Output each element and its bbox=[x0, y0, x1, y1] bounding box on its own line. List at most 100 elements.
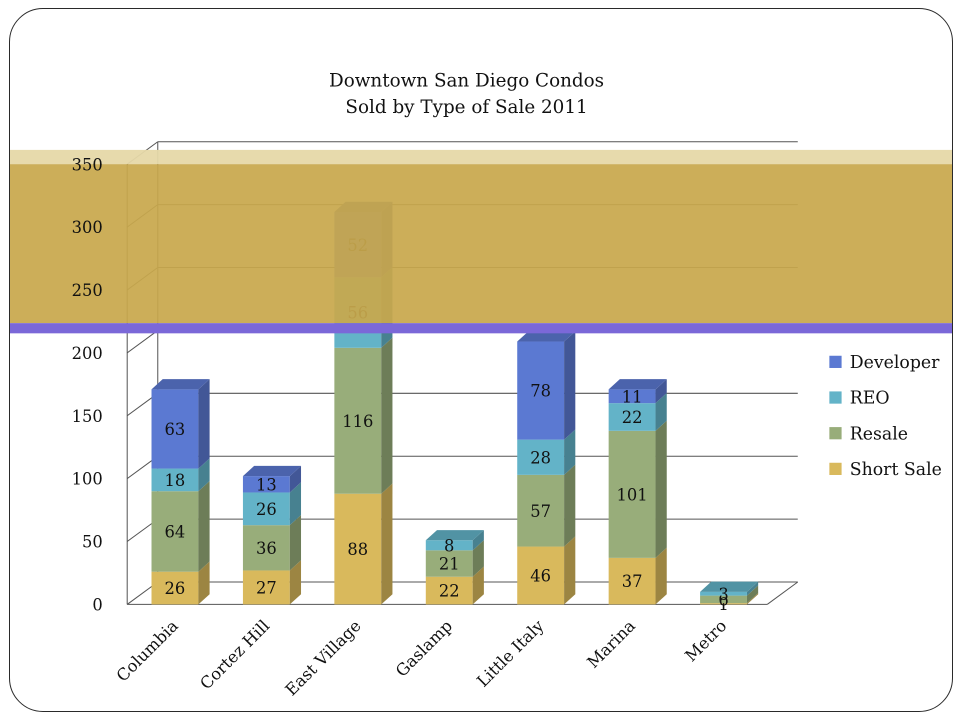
bar-3-series-1-front bbox=[425, 550, 473, 577]
bar-4-series-2-side bbox=[564, 429, 576, 475]
bar-1-series-0-front bbox=[242, 570, 290, 605]
bar-3-series-0-front bbox=[425, 576, 473, 605]
y-tick-label-1: 50 bbox=[82, 533, 103, 552]
legend-swatch-3 bbox=[829, 462, 842, 475]
data-label-4-0: 46 bbox=[530, 567, 551, 586]
bar-0-series-2-side bbox=[198, 458, 210, 492]
y-tick-label-2: 100 bbox=[72, 470, 103, 489]
x-tick-label-3: Gaslamp bbox=[392, 616, 456, 680]
bar-5-series-3-front bbox=[608, 389, 656, 404]
gridline-side-4 bbox=[126, 330, 159, 354]
bar-6-series-2-side bbox=[746, 581, 759, 596]
bar-2-series-0-front bbox=[334, 493, 382, 605]
legend-swatch-1 bbox=[829, 391, 842, 404]
data-label-1-3: 13 bbox=[256, 475, 277, 494]
bar-1-series-0-side bbox=[289, 560, 302, 605]
data-label-3-2: 8 bbox=[444, 536, 454, 555]
bar-0-series-1-front bbox=[151, 491, 199, 572]
bar-1-series-2-front bbox=[242, 492, 290, 526]
legend-swatch-0 bbox=[829, 355, 842, 368]
bar-0-series-0-side bbox=[198, 561, 210, 605]
bar-2-series-0-side bbox=[381, 483, 393, 605]
data-label-2-0: 88 bbox=[347, 540, 368, 559]
bar-5-series-0-front bbox=[608, 557, 656, 605]
legend-label-3: Short Sale bbox=[850, 460, 942, 480]
data-label-6-0: 1 bbox=[718, 595, 728, 614]
y-tick-label-overlay-6: 300 bbox=[72, 218, 103, 237]
y-tick-label-overlay-5: 250 bbox=[72, 281, 103, 300]
bar-0-series-2-front bbox=[151, 468, 199, 492]
chart-title-line-1: Downtown San Diego Condos bbox=[329, 71, 604, 92]
bar-6-top bbox=[700, 581, 759, 592]
bar-1-top bbox=[242, 465, 302, 477]
overlay-band bbox=[10, 164, 952, 324]
data-label-6-1: 6 bbox=[718, 590, 728, 609]
bar-1-series-1-side bbox=[289, 514, 302, 571]
bar-3-series-1-side bbox=[472, 540, 484, 577]
bar-4-series-0-side bbox=[564, 536, 576, 605]
bar-0-series-0-front bbox=[151, 571, 199, 605]
data-label-4-3: 78 bbox=[530, 382, 551, 401]
bar-6-series-0-side bbox=[746, 592, 759, 605]
bar-1-series-3-side bbox=[289, 465, 302, 493]
data-label-5-0: 37 bbox=[622, 572, 643, 591]
y-tick-label-0: 0 bbox=[92, 596, 102, 615]
bar-1-series-1-front bbox=[242, 525, 290, 571]
bar-1-series-3-front bbox=[242, 476, 290, 493]
slide-frame: Downtown San Diego Condos Sold by Type of… bbox=[9, 8, 953, 712]
data-label-0-0: 26 bbox=[165, 579, 186, 598]
bar-2-series-1-front bbox=[334, 347, 382, 494]
bar-4-series-0-front bbox=[517, 546, 565, 605]
data-label-0-2: 18 bbox=[165, 471, 186, 490]
bar-3-series-2-front bbox=[425, 540, 473, 551]
bar-5-top bbox=[608, 379, 667, 390]
x-tick-label-5: Marina bbox=[583, 616, 639, 672]
bar-0-top bbox=[151, 379, 210, 390]
data-label-1-1: 36 bbox=[256, 539, 277, 558]
x-tick-label-2: East Village bbox=[282, 616, 365, 699]
data-label-6-2: 3 bbox=[718, 585, 728, 604]
bar-3-top bbox=[425, 530, 484, 541]
data-label-0-3: 63 bbox=[165, 420, 186, 439]
bar-0-series-3-front bbox=[151, 389, 199, 469]
bar-4-top bbox=[517, 331, 576, 342]
legend-label-0: Developer bbox=[850, 353, 940, 373]
data-label-1-2: 26 bbox=[256, 500, 277, 519]
bar-5-series-1-front bbox=[608, 430, 656, 558]
x-tick-label-4: Little Italy bbox=[473, 616, 548, 691]
bar-5-series-3-side bbox=[655, 379, 667, 404]
data-label-2-1: 116 bbox=[342, 412, 373, 431]
data-label-3-0: 22 bbox=[439, 582, 460, 601]
stacked-bar-chart: Downtown San Diego Condos Sold by Type of… bbox=[10, 71, 952, 699]
bar-4-series-2-front bbox=[517, 439, 565, 475]
data-label-1-0: 27 bbox=[256, 579, 277, 598]
bar-4-series-3-front bbox=[517, 341, 565, 440]
data-label-5-3: 11 bbox=[622, 387, 643, 406]
bar-3-series-0-side bbox=[472, 566, 484, 605]
bar-1-series-2-side bbox=[289, 482, 302, 526]
bar-5-series-2-front bbox=[608, 403, 656, 431]
bar-6-series-2-front bbox=[700, 591, 747, 596]
y-tick-label-4: 200 bbox=[72, 344, 103, 363]
legend-swatch-2 bbox=[829, 427, 842, 440]
data-label-4-2: 28 bbox=[530, 448, 551, 467]
bar-5-series-1-side bbox=[655, 420, 667, 558]
overlay-band-top-strip bbox=[10, 149, 952, 165]
bar-3-series-2-side bbox=[472, 530, 484, 551]
bar-5-series-2-side bbox=[655, 392, 667, 431]
x-tick-label-6: Metro bbox=[681, 616, 730, 665]
y-tick-label-3: 150 bbox=[72, 407, 103, 426]
data-label-0-1: 64 bbox=[165, 523, 186, 542]
data-label-4-1: 57 bbox=[530, 502, 551, 521]
x-tick-label-1: Cortez Hill bbox=[196, 616, 273, 693]
chart-title-line-2: Sold by Type of Sale 2011 bbox=[345, 97, 587, 118]
x-tick-label-0: Columbia bbox=[113, 616, 182, 685]
overlay-line bbox=[10, 323, 952, 334]
bar-6-series-1-side bbox=[746, 585, 759, 604]
bar-6-series-0-front bbox=[700, 603, 747, 605]
bar-2-series-1-side bbox=[381, 337, 393, 494]
floor-right-edge bbox=[766, 581, 799, 605]
y-tick-label-overlay-7: 350 bbox=[72, 155, 103, 174]
bar-4-series-1-side bbox=[564, 464, 576, 547]
data-label-5-2: 22 bbox=[622, 408, 643, 427]
